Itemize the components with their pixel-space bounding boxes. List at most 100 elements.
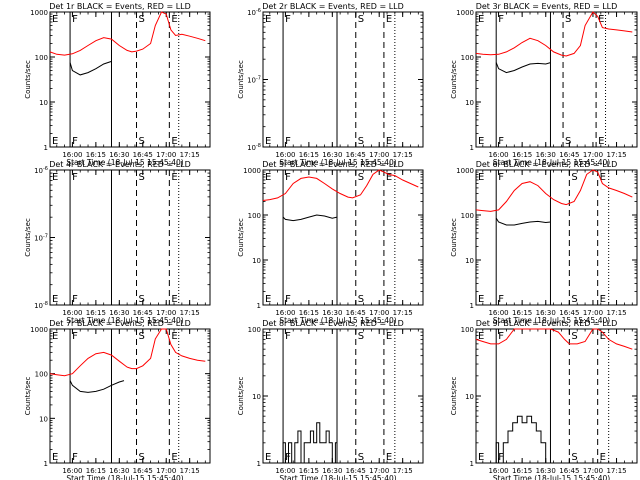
y-tick-label: 1000 — [456, 167, 474, 175]
marker-label-bottom: E — [386, 452, 392, 463]
x-tick-label: 17:00 — [583, 309, 603, 317]
panel-1: Det 1r BLACK = Events, RED = LLD 1 10 100 10… — [24, 2, 211, 167]
marker-label: E — [171, 172, 177, 183]
panel-title: Det 1r BLACK = Events, RED = LLD — [49, 2, 191, 11]
x-tick-label: 17:00 — [369, 467, 389, 475]
y-tick-label: 10-8 — [34, 301, 48, 310]
marker-label-bottom: E — [52, 294, 58, 305]
marker-label-bottom: E — [478, 452, 484, 463]
panel-9: Det 9r BLACK = Events, RED = LLD 1 10 100 16… — [450, 319, 638, 480]
events-series-line — [69, 60, 112, 76]
x-tick-label: 17:00 — [583, 151, 603, 159]
events-series-line — [282, 214, 338, 222]
x-tick-label: 17:15 — [180, 467, 200, 475]
y-tick-label: 10-7 — [34, 234, 48, 243]
y-tick-label: 10-6 — [247, 8, 261, 17]
marker-label-bottom: E — [265, 294, 271, 305]
y-tick-label: 10-7 — [247, 76, 261, 85]
axes-frame — [262, 169, 424, 306]
x-tick-label: 16:45 — [133, 467, 153, 475]
y-axis-label: Counts/sec — [237, 218, 245, 257]
x-tick-label: 17:00 — [369, 309, 389, 317]
marker-label: S — [139, 172, 145, 183]
marker-label: F — [72, 172, 78, 183]
marker-label-bottom: F — [285, 294, 291, 305]
y-axis-label: Counts/sec — [24, 377, 32, 416]
marker-label: E — [171, 14, 177, 25]
marker-label: F — [72, 331, 78, 342]
x-tick-label: 17:00 — [156, 309, 176, 317]
panel-title: Det 8r BLACK = Events, RED = LLD — [262, 319, 404, 328]
marker-label-bottom: S — [358, 136, 364, 147]
x-axis-label: Start Time (18-Jul-15 15:45:40) — [66, 316, 183, 325]
x-tick-label: 16:15 — [86, 467, 106, 475]
marker-label: S — [565, 14, 571, 25]
marker-label: E — [52, 331, 58, 342]
y-tick-label: 1 — [257, 460, 261, 468]
x-tick-label: 17:15 — [393, 467, 413, 475]
marker-label-bottom: F — [72, 452, 78, 463]
y-tick-label: 1 — [470, 144, 474, 152]
x-tick-label: 17:15 — [393, 151, 413, 159]
x-tick-label: 16:15 — [512, 309, 532, 317]
marker-label-bottom: S — [139, 294, 145, 305]
axes-frame — [49, 328, 211, 464]
marker-label-bottom: S — [565, 136, 571, 147]
x-tick-label: 16:30 — [109, 467, 129, 475]
x-tick-label: 16:45 — [346, 309, 366, 317]
x-tick-label: 17:15 — [180, 309, 200, 317]
lld-series-line — [49, 328, 206, 377]
x-tick-label: 16:00 — [488, 467, 508, 475]
x-axis-label: Start Time (18-Jul-15 15:45:40) — [66, 474, 183, 480]
y-tick-label: 10 — [465, 257, 474, 265]
marker-label: F — [498, 172, 504, 183]
marker-label-bottom: F — [498, 294, 504, 305]
x-tick-label: 16:30 — [536, 309, 556, 317]
y-tick-label: 1000 — [30, 9, 48, 17]
marker-label: S — [571, 331, 577, 342]
marker-label-bottom: S — [358, 452, 364, 463]
x-tick-label: 17:15 — [393, 309, 413, 317]
panel-title: Det 5r BLACK = Events, RED = LLD — [262, 160, 404, 169]
x-axis-label: Start Time (18-Jul-15 15:45:40) — [279, 316, 396, 325]
y-axis-label: Counts/sec — [450, 60, 458, 99]
marker-label-bottom: E — [478, 294, 484, 305]
x-tick-label: 16:45 — [559, 151, 579, 159]
marker-label-bottom: E — [52, 136, 58, 147]
axes-frame — [475, 169, 638, 306]
x-tick-label: 17:00 — [156, 467, 176, 475]
x-tick-label: 17:00 — [369, 151, 389, 159]
x-tick-label: 17:15 — [606, 467, 626, 475]
events-series-line — [69, 380, 125, 393]
marker-label-bottom: E — [265, 452, 271, 463]
marker-label-bottom: E — [52, 452, 58, 463]
marker-label-bottom: E — [478, 136, 484, 147]
panel-7: Det 7r BLACK = Events, RED = LLD 1 10 100 10… — [24, 319, 211, 480]
marker-label-bottom: S — [358, 294, 364, 305]
marker-label: E — [598, 14, 604, 25]
x-axis-label: Start Time (18-Jul-15 15:45:40) — [66, 158, 183, 167]
marker-label: F — [285, 331, 291, 342]
y-axis-label: Counts/sec — [237, 60, 245, 99]
x-tick-label: 16:15 — [299, 309, 319, 317]
marker-label-bottom: F — [285, 136, 291, 147]
y-tick-label: 10-8 — [247, 143, 261, 152]
x-tick-label: 16:45 — [346, 467, 366, 475]
lld-series-line — [262, 169, 419, 201]
marker-label: E — [386, 14, 392, 25]
x-tick-label: 16:45 — [559, 309, 579, 317]
marker-label: E — [600, 331, 606, 342]
y-tick-label: 10 — [39, 415, 48, 423]
axes-frame — [262, 328, 424, 464]
marker-label: S — [358, 172, 364, 183]
panel-title: Det 3r BLACK = Events, RED = LLD — [476, 2, 618, 11]
y-tick-label: 1000 — [243, 167, 261, 175]
y-tick-label: 100 — [248, 326, 261, 334]
marker-label-bottom: E — [171, 294, 177, 305]
x-tick-label: 16:30 — [109, 309, 129, 317]
x-tick-label: 17:15 — [606, 151, 626, 159]
y-tick-label: 1000 — [30, 326, 48, 334]
lld-series-line — [475, 169, 633, 212]
y-tick-label: 1 — [257, 302, 261, 310]
marker-label-bottom: E — [171, 136, 177, 147]
